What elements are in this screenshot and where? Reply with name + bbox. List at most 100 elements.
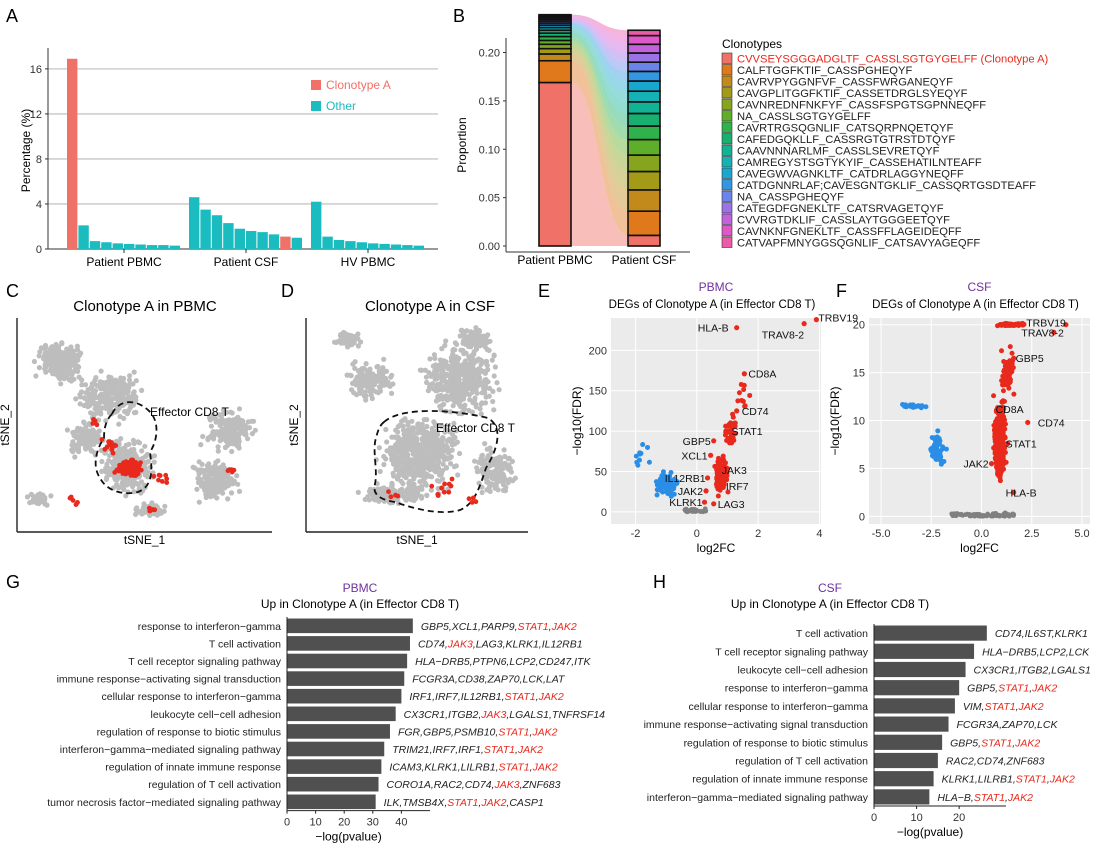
x-tick-label: Patient CSF xyxy=(612,253,677,267)
bar-hv-pbmc xyxy=(333,239,345,249)
y-tick-label: 12 xyxy=(30,109,42,121)
cell-point xyxy=(502,453,508,460)
cell-point xyxy=(202,487,208,493)
cell-point xyxy=(352,377,359,383)
x-tick-label: Patient PBMC xyxy=(86,255,162,269)
x-tick-label: Patient CSF xyxy=(214,255,279,269)
cell-point xyxy=(108,400,114,406)
pathway-label: response to interferon−gamma xyxy=(138,621,281,633)
flow-band xyxy=(571,21,628,72)
panel-letter-a: A xyxy=(6,6,18,26)
clonotype-a-cell xyxy=(118,465,124,471)
bar-patient-pbmc xyxy=(67,58,78,249)
point-up xyxy=(1003,362,1009,368)
cell-point xyxy=(74,343,80,349)
pathway-label: interferon−gamma−mediated signaling path… xyxy=(647,792,869,804)
cell-point xyxy=(207,469,213,475)
x-axis-label: tSNE_1 xyxy=(124,533,166,547)
cell-point xyxy=(427,460,433,467)
clonotype-a-cell xyxy=(127,465,133,471)
cell-point xyxy=(389,457,395,463)
cell-point xyxy=(133,394,139,400)
bar-hv-pbmc xyxy=(311,201,322,249)
cell-point xyxy=(123,493,129,499)
cell-point xyxy=(71,376,77,382)
cell-point xyxy=(228,440,234,447)
gene-list-part: JAK2 xyxy=(532,762,558,774)
stack-segment-csf xyxy=(627,80,661,93)
cell-point xyxy=(451,374,458,380)
cell-point xyxy=(453,370,459,376)
x-tick-label: -2.5 xyxy=(922,528,941,540)
gene-label: CD8A xyxy=(996,404,1024,416)
cell-point xyxy=(77,352,83,358)
legend-swatch xyxy=(721,213,733,225)
cell-point xyxy=(60,371,66,378)
cell-point xyxy=(122,408,128,415)
cell-point xyxy=(48,493,54,499)
cell-point xyxy=(121,486,127,492)
legend-swatch xyxy=(721,133,733,145)
gene-list: ILK,TMSB4X,STAT1,JAK2,CASP1 xyxy=(384,797,544,809)
cell-point xyxy=(380,382,386,388)
cell-point xyxy=(405,419,411,425)
cell-point xyxy=(93,394,99,400)
cell-point xyxy=(221,465,228,471)
cell-point xyxy=(151,453,158,459)
cell-point xyxy=(79,430,85,436)
gene-list-part: GBP5,XCL1,PARP9, xyxy=(421,621,518,633)
cell-point xyxy=(483,394,489,400)
cell-point xyxy=(443,465,450,471)
cell-point xyxy=(487,445,493,451)
cell-point xyxy=(126,377,133,383)
cell-point xyxy=(393,427,399,433)
pathway-label: regulation of response to biotic stimulu… xyxy=(684,737,868,749)
pathway-bar xyxy=(287,794,376,810)
cell-point xyxy=(458,403,464,409)
cell-point xyxy=(420,468,426,474)
cell-point xyxy=(196,471,202,477)
cell-point xyxy=(399,460,405,466)
y-tick-label: 50 xyxy=(595,466,607,478)
cell-point xyxy=(479,390,485,396)
cell-point xyxy=(384,439,390,445)
cell-point xyxy=(355,489,361,495)
gene-list: VIM,STAT1,JAK2 xyxy=(963,701,1044,713)
clonotype-a-cell xyxy=(157,473,163,478)
cell-point xyxy=(99,396,105,402)
cell-point xyxy=(133,378,139,384)
cell-point xyxy=(332,339,338,345)
cell-point xyxy=(342,340,348,346)
cell-point xyxy=(217,438,223,444)
cell-point xyxy=(214,475,220,481)
cell-point xyxy=(94,382,100,389)
clonotype-a-cell xyxy=(151,473,157,479)
clonotype-a-cell xyxy=(150,507,156,512)
cell-point xyxy=(116,421,122,427)
cell-point xyxy=(408,497,414,503)
clonotype-a-cell xyxy=(466,496,472,502)
pathway-label: T cell activation xyxy=(796,628,868,640)
cell-point xyxy=(122,446,128,452)
legend-clonotype-label: CAAVNNNARLMF_CASSLSEVRETQYF xyxy=(737,146,940,158)
cell-point xyxy=(76,438,82,444)
legend-swatch-clonotype-a xyxy=(311,80,321,90)
cell-point xyxy=(84,439,90,445)
cell-point xyxy=(235,481,241,487)
legend-swatch xyxy=(721,87,733,99)
cell-point xyxy=(481,369,487,375)
bar-patient-csf xyxy=(189,197,200,249)
point-up xyxy=(741,387,747,393)
pathway-label: immune response−activating signal transd… xyxy=(644,719,869,731)
point-not-significant xyxy=(698,509,704,514)
gene-list: FGR,GBP5,PSMB10,STAT1,JAK2 xyxy=(398,726,558,738)
legend-clonotype-label: CVVRGTDKLIF_CASSLAYTGGGEETQYF xyxy=(737,215,950,227)
point-up xyxy=(725,435,731,441)
cell-point xyxy=(414,469,420,475)
point-down xyxy=(665,488,671,494)
cell-point xyxy=(378,486,384,492)
stack-segment-csf xyxy=(627,234,661,247)
cell-point xyxy=(73,445,79,451)
cell-point xyxy=(77,394,83,400)
